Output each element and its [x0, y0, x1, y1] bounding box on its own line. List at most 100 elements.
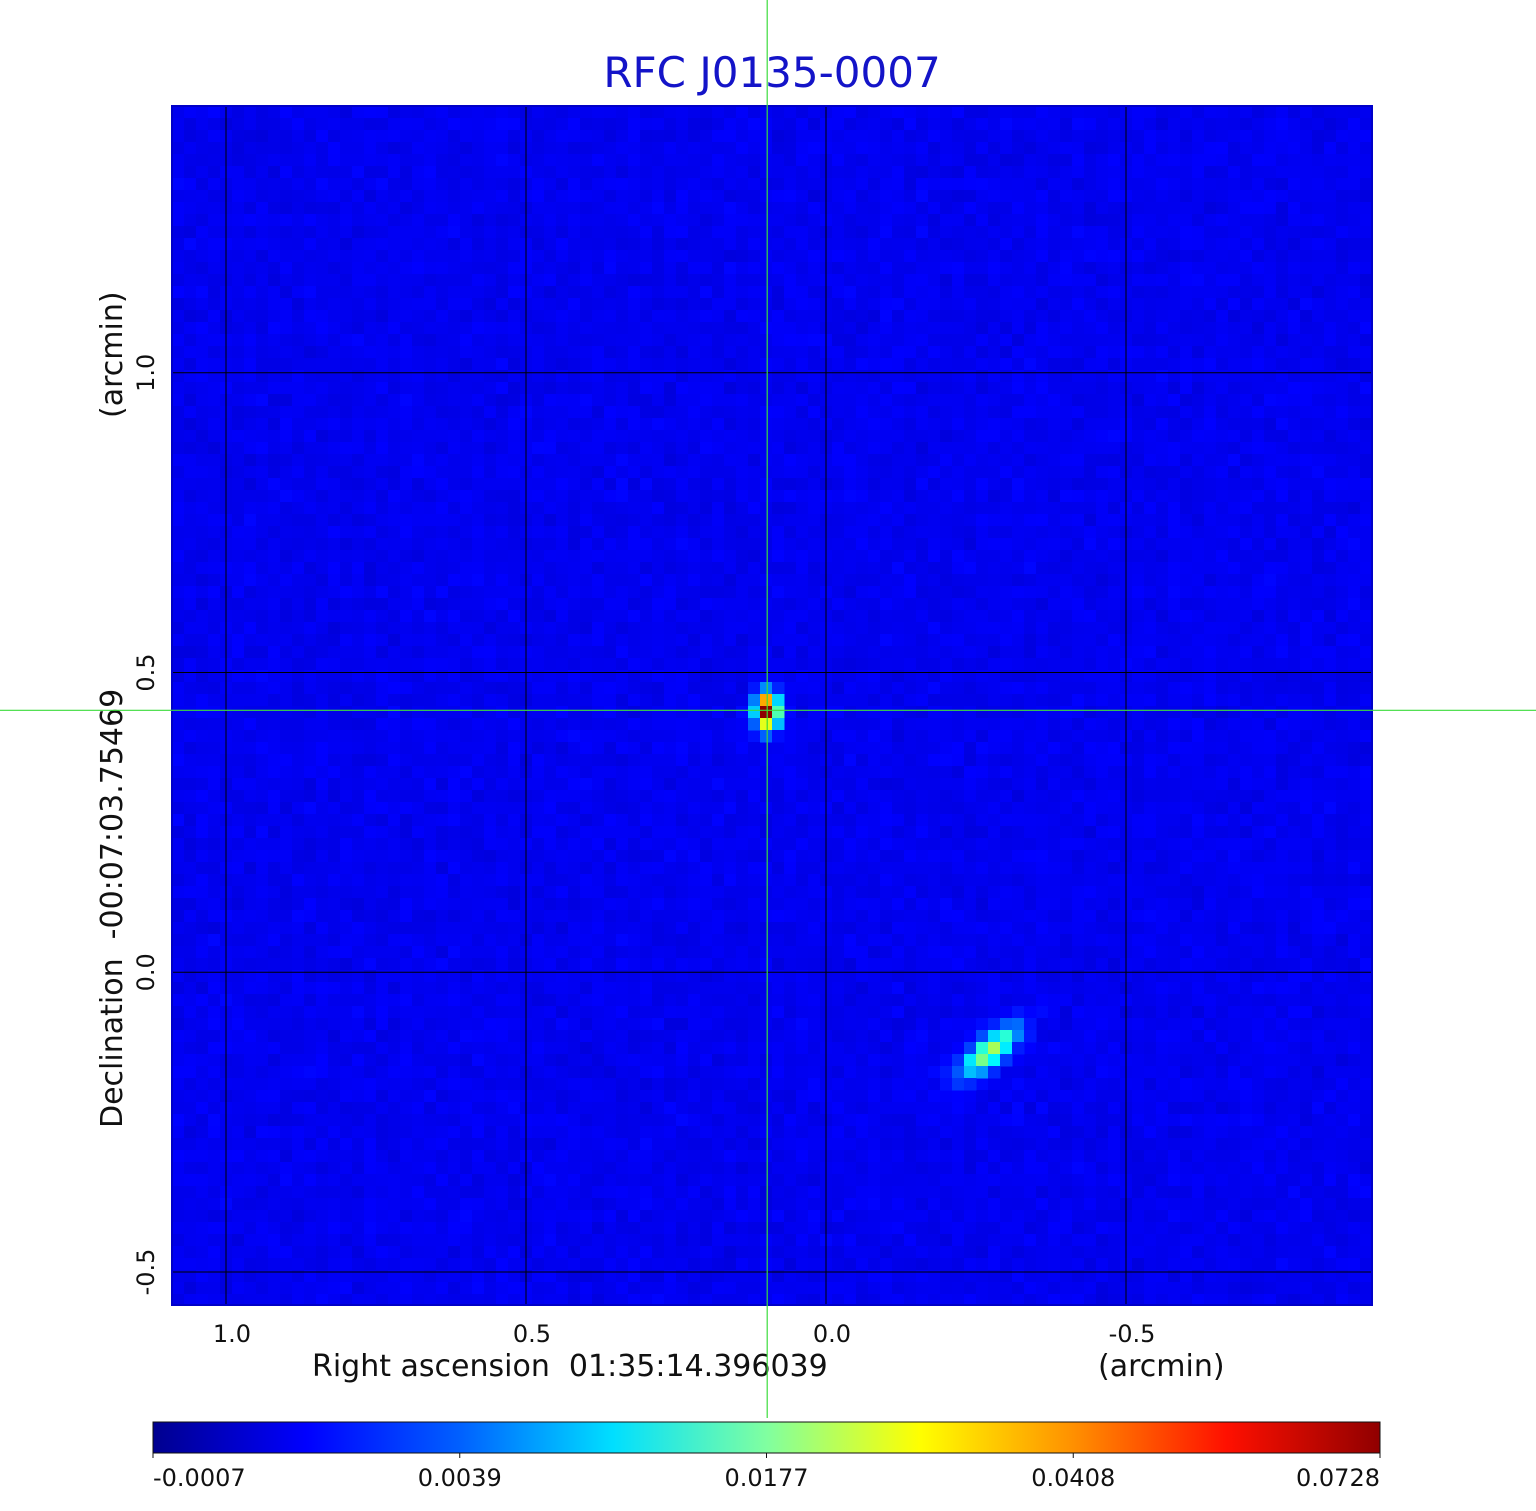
image-pixel: [208, 382, 221, 395]
image-pixel: [784, 118, 797, 131]
image-pixel: [196, 130, 209, 143]
image-pixel: [256, 178, 269, 191]
image-pixel: [232, 238, 245, 251]
image-pixel: [280, 298, 293, 311]
image-pixel: [580, 694, 593, 707]
image-pixel: [676, 154, 689, 167]
image-pixel: [1072, 622, 1085, 635]
image-pixel: [1012, 646, 1025, 659]
image-pixel: [484, 274, 497, 287]
image-pixel: [760, 430, 773, 443]
image-pixel: [844, 562, 857, 575]
image-pixel: [1168, 142, 1181, 155]
image-pixel: [244, 538, 257, 551]
image-pixel: [1216, 178, 1229, 191]
image-pixel: [808, 178, 821, 191]
image-pixel: [448, 670, 461, 683]
image-pixel: [568, 334, 581, 347]
image-pixel: [304, 394, 317, 407]
image-pixel: [1156, 190, 1169, 203]
image-pixel: [1024, 394, 1037, 407]
image-pixel: [496, 526, 509, 539]
image-pixel: [424, 394, 437, 407]
image-pixel: [628, 598, 641, 611]
image-pixel: [196, 502, 209, 515]
image-pixel: [388, 250, 401, 263]
image-pixel: [964, 346, 977, 359]
image-pixel: [1048, 550, 1061, 563]
image-pixel: [1168, 334, 1181, 347]
image-pixel: [1264, 406, 1277, 419]
image-pixel: [1012, 502, 1025, 515]
image-pixel: [244, 694, 257, 707]
image-pixel: [484, 310, 497, 323]
image-pixel: [280, 106, 293, 119]
image-pixel: [652, 550, 665, 563]
image-pixel: [1192, 610, 1205, 623]
image-pixel: [292, 346, 305, 359]
image-pixel: [328, 166, 341, 179]
image-pixel: [460, 130, 473, 143]
image-pixel: [724, 190, 737, 203]
image-pixel: [1060, 586, 1073, 599]
image-pixel: [928, 550, 941, 563]
image-pixel: [868, 214, 881, 227]
image-pixel: [448, 106, 461, 119]
image-pixel: [1276, 334, 1289, 347]
image-pixel: [1096, 226, 1109, 239]
image-pixel: [556, 394, 569, 407]
image-pixel: [388, 130, 401, 143]
image-pixel: [688, 442, 701, 455]
image-pixel: [928, 310, 941, 323]
image-pixel: [304, 370, 317, 383]
image-pixel: [172, 346, 185, 359]
image-pixel: [1348, 334, 1361, 347]
image-pixel: [724, 130, 737, 143]
image-pixel: [1192, 214, 1205, 227]
image-pixel: [1024, 154, 1037, 167]
image-pixel: [1360, 226, 1372, 239]
image-pixel: [1312, 262, 1325, 275]
image-pixel: [1084, 274, 1097, 287]
image-pixel: [1204, 562, 1217, 575]
image-pixel: [580, 646, 593, 659]
image-pixel: [472, 658, 485, 671]
image-pixel: [1312, 274, 1325, 287]
image-pixel: [172, 478, 185, 491]
image-pixel: [484, 190, 497, 203]
image-pixel: [964, 322, 977, 335]
image-pixel: [196, 430, 209, 443]
image-pixel: [364, 574, 377, 587]
image-pixel: [1300, 346, 1313, 359]
image-pixel: [400, 454, 413, 467]
image-pixel: [904, 394, 917, 407]
image-pixel: [688, 658, 701, 671]
image-pixel: [1348, 430, 1361, 443]
image-pixel: [796, 514, 809, 527]
image-pixel: [904, 526, 917, 539]
image-pixel: [1228, 634, 1241, 647]
image-pixel: [412, 382, 425, 395]
image-pixel: [976, 454, 989, 467]
image-pixel: [556, 562, 569, 575]
image-pixel: [1288, 574, 1301, 587]
image-pixel: [1084, 622, 1097, 635]
image-pixel: [928, 694, 941, 707]
image-pixel: [904, 478, 917, 491]
image-pixel: [280, 562, 293, 575]
image-pixel: [796, 634, 809, 647]
image-pixel: [388, 142, 401, 155]
image-pixel: [532, 250, 545, 263]
image-pixel: [1180, 562, 1193, 575]
image-pixel: [376, 586, 389, 599]
image-pixel: [1264, 538, 1277, 551]
image-pixel: [1276, 370, 1289, 383]
image-pixel: [832, 598, 845, 611]
image-pixel: [664, 622, 677, 635]
image-pixel: [1228, 334, 1241, 347]
image-pixel: [544, 634, 557, 647]
image-pixel: [844, 214, 857, 227]
image-pixel: [940, 634, 953, 647]
image-pixel: [232, 118, 245, 131]
image-pixel: [568, 514, 581, 527]
